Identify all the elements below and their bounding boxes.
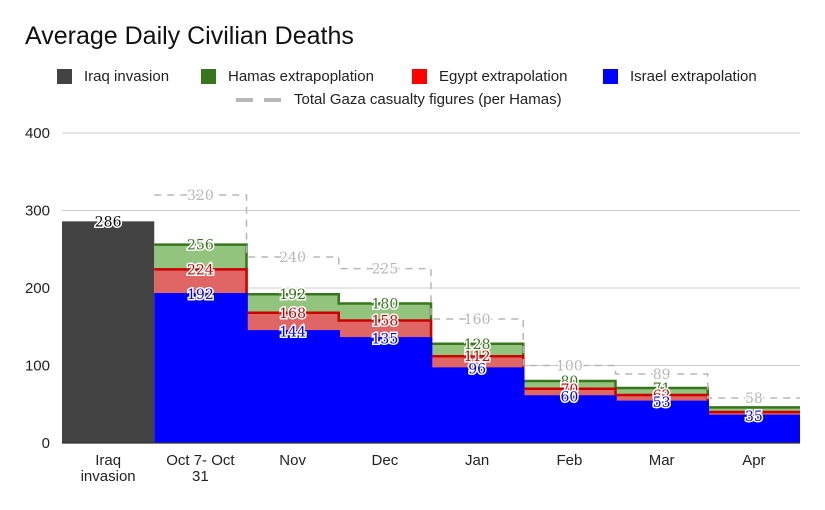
legend-swatch-iraq	[57, 69, 72, 84]
data-label-s2-5: 70	[560, 382, 578, 398]
data-label-s1-1: 256	[187, 238, 214, 254]
x-tick-label-0-line2: invasion	[81, 468, 136, 485]
data-label-s0-0: 286	[95, 214, 122, 230]
data-label-s4-2: 240	[279, 250, 306, 266]
data-label-s3-6: 53	[653, 395, 671, 411]
x-tick-label-3: Dec	[372, 452, 399, 469]
data-label-s4-6: 89	[653, 367, 671, 383]
legend: Iraq invasion Hamas extrapoplation Egypt…	[0, 0, 825, 120]
data-label-s1-4: 128	[464, 337, 491, 353]
line-total-gaza	[154, 194, 800, 399]
data-label-s3-2: 144	[279, 324, 306, 340]
data-label-s1-2: 192	[279, 287, 306, 303]
legend-swatch-hamas	[201, 69, 216, 84]
x-tick-label-2: Nov	[279, 452, 306, 469]
x-tick-label-5: Feb	[556, 452, 582, 469]
x-tick-label-1: Oct 7- Oct	[166, 452, 235, 469]
line-hamas	[154, 243, 800, 409]
legend-label-hamas: Hamas extrapoplation	[228, 68, 374, 85]
bar-iraq-0	[62, 221, 155, 443]
x-tick-label-1-line2: 31	[192, 468, 209, 485]
x-tick-label-4: Jan	[465, 452, 489, 469]
legend-item-iraq: Iraq invasion	[57, 68, 169, 85]
data-label-s4-5: 100	[556, 359, 583, 375]
data-label-s2-3: 158	[372, 314, 399, 330]
data-label-s2-1: 224	[187, 262, 214, 278]
data-label-s1-3: 180	[372, 297, 399, 313]
line-egypt	[154, 268, 800, 414]
legend-item-egypt: Egypt extrapolation	[412, 68, 567, 85]
data-label-s4-1: 320	[187, 188, 214, 204]
y-tick-label-200: 200	[25, 280, 50, 297]
y-tick-label-0: 0	[42, 435, 50, 452]
y-tick-label-100: 100	[25, 358, 50, 375]
chart-title: Average Daily Civilian Deaths	[25, 22, 354, 50]
data-label-s4-7: 58	[745, 391, 763, 407]
data-label-s2-6: 62	[653, 388, 671, 404]
legend-dash-total	[236, 97, 282, 102]
data-label-s2-2: 168	[279, 306, 306, 322]
data-label-s3-5: 60	[560, 390, 578, 406]
data-label-s3-7: 35	[745, 409, 763, 425]
data-label-s4-3: 225	[372, 262, 399, 278]
line-israel	[154, 292, 800, 418]
x-tick-label-7: Apr	[742, 452, 765, 469]
data-label-s1-5: 80	[560, 374, 578, 390]
legend-swatch-egypt	[412, 69, 427, 84]
legend-item-israel: Israel extrapolation	[603, 68, 757, 85]
y-tick-label-400: 400	[25, 125, 50, 142]
legend-swatch-israel	[603, 69, 618, 84]
data-label-s3-3: 135	[372, 331, 399, 347]
data-label-s3-1: 192	[187, 287, 214, 303]
legend-label-israel: Israel extrapolation	[630, 68, 757, 85]
legend-item-total: Total Gaza casualty figures (per Hamas)	[236, 91, 562, 108]
legend-item-hamas: Hamas extrapoplation	[201, 68, 374, 85]
data-label-s2-4: 112	[464, 349, 491, 365]
legend-label-iraq: Iraq invasion	[84, 68, 170, 85]
legend-label-egypt: Egypt extrapolation	[439, 68, 568, 85]
x-tick-label-6: Mar	[649, 452, 675, 469]
legend-label-total: Total Gaza casualty figures (per Hamas)	[294, 91, 562, 108]
x-tick-label-0: Iraq	[95, 452, 121, 469]
data-label-s4-4: 160	[464, 312, 491, 328]
y-tick-label-300: 300	[25, 203, 50, 220]
data-label-s1-6: 71	[653, 381, 671, 397]
data-label-s3-4: 96	[468, 362, 486, 378]
